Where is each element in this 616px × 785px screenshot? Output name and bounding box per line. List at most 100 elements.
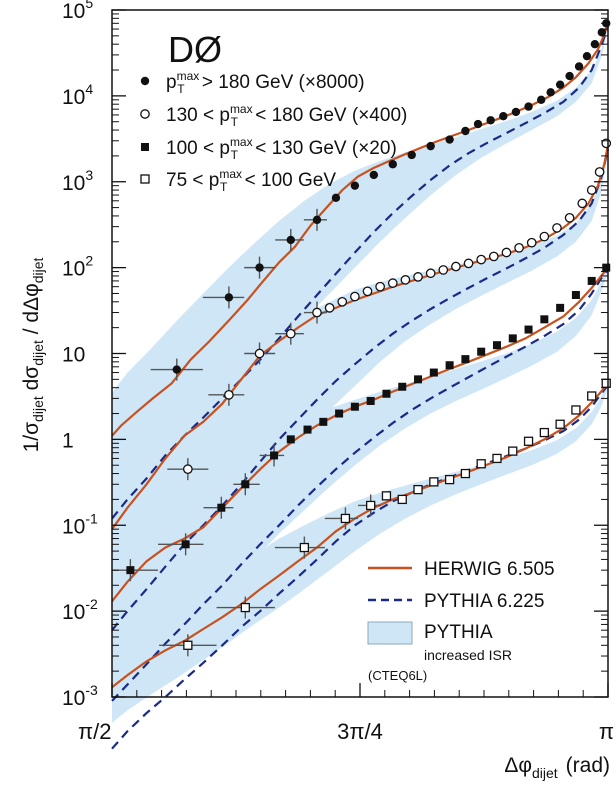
data-point: [286, 235, 295, 245]
data-point: [524, 102, 533, 111]
data-point: [597, 28, 607, 37]
data-point: [565, 71, 574, 81]
legend-marker: [141, 143, 149, 151]
data-point: [224, 389, 234, 400]
legend-label: 130 < pmax T < 180 GeV (×400): [166, 102, 407, 129]
data-point: [476, 459, 486, 469]
y-tick-label: 104: [62, 81, 93, 109]
pythia-isr-bands: [112, 20, 608, 723]
pythia-curve-1: [111, 25, 610, 520]
data-point: [254, 348, 265, 359]
data-point: [552, 223, 562, 233]
data-point: [270, 451, 279, 460]
data-point: [335, 409, 344, 418]
data-point: [285, 328, 296, 339]
data-point: [526, 237, 537, 248]
pythia-isr-legend-label: PYTHIA: [424, 622, 493, 643]
data-point: [463, 258, 474, 269]
data-point: [240, 602, 250, 613]
data-point: [586, 185, 597, 195]
data-point: [414, 375, 423, 384]
legend-label: 100 < pmax T < 130 GeV (×20): [166, 135, 397, 162]
data-point: [217, 503, 226, 512]
data-point: [590, 39, 600, 49]
series-2: [167, 138, 612, 481]
data-point: [381, 491, 392, 501]
data-point: [312, 215, 322, 225]
series-3: [112, 263, 611, 582]
data-point: [369, 170, 379, 180]
data-point: [181, 540, 190, 549]
data-point: [587, 276, 596, 285]
y-tick-label: 105: [62, 0, 93, 23]
data-point: [461, 126, 470, 136]
data-point: [382, 389, 391, 398]
data-point: [366, 500, 376, 511]
data-point: [594, 167, 605, 177]
data-point: [183, 640, 193, 650]
pythia-curve-4: [111, 384, 609, 750]
data-point: [492, 341, 501, 350]
data-point: [375, 281, 385, 292]
pythia-isr-legend-swatch: [367, 621, 413, 645]
data-point: [340, 513, 351, 524]
data-point: [601, 378, 611, 388]
x-axis-ticks: π/2 3π/4 π: [78, 683, 614, 744]
data-point: [514, 242, 524, 253]
data-point: [460, 468, 471, 479]
legend-label: pmax T > 180 GeV (×8000): [166, 69, 365, 96]
data-point: [492, 453, 502, 464]
data-point: [546, 88, 555, 97]
data-point: [331, 193, 341, 203]
data-point: [508, 334, 517, 343]
data-point: [461, 355, 470, 364]
pythia-isr-band-3: [112, 265, 608, 706]
legend-marker: [140, 76, 150, 86]
data-point: [400, 275, 411, 285]
data-point: [577, 198, 588, 209]
data-point: [350, 181, 360, 190]
y-tick-label: 1: [62, 429, 74, 452]
data-point: [413, 484, 423, 495]
data-point: [564, 212, 575, 223]
data-point: [429, 368, 438, 377]
data-point: [511, 107, 521, 117]
data-point: [299, 542, 310, 553]
x-tick-label: π/2: [78, 719, 112, 744]
data-point: [350, 291, 360, 302]
data-point: [587, 391, 597, 401]
data-point: [398, 382, 407, 391]
pythia-isr-band-1: [112, 20, 608, 511]
legend-models: HERWIG 6.505 PYTHIA 6.225 PYTHIA increased …: [367, 559, 555, 683]
legend-data-series: pmax T > 180 GeV (×8000) 130 < pmax T < 180…: [140, 69, 407, 194]
data-point: [426, 141, 435, 151]
y-tick-label: 10-2: [62, 596, 98, 624]
data-point: [286, 435, 295, 444]
y-axis-label: 1/σdijet dσdijet / dΔφdijet: [20, 257, 46, 452]
legend-marker: [140, 174, 150, 184]
herwig-legend-label: HERWIG 6.505: [424, 559, 555, 580]
data-point: [508, 446, 518, 456]
data-point: [312, 307, 322, 318]
x-axis-label: Δφdijet (rad): [504, 754, 610, 781]
data-point: [303, 425, 312, 434]
data-series: [112, 19, 612, 657]
x-tick-label: π: [599, 719, 614, 744]
data-point: [539, 427, 549, 438]
data-point: [350, 402, 359, 411]
data-point: [413, 272, 423, 282]
data-point: [407, 150, 416, 160]
data-point: [224, 293, 234, 302]
data-point: [451, 261, 461, 272]
data-point: [524, 325, 533, 334]
data-point: [425, 268, 436, 279]
y-tick-label: 103: [62, 167, 93, 195]
data-point: [539, 231, 550, 242]
data-point: [476, 254, 487, 265]
data-point: [182, 464, 193, 475]
data-point: [555, 419, 565, 429]
data-point: [388, 160, 397, 169]
legend-label: 75 < pmax T < 100 GeV: [166, 167, 336, 194]
